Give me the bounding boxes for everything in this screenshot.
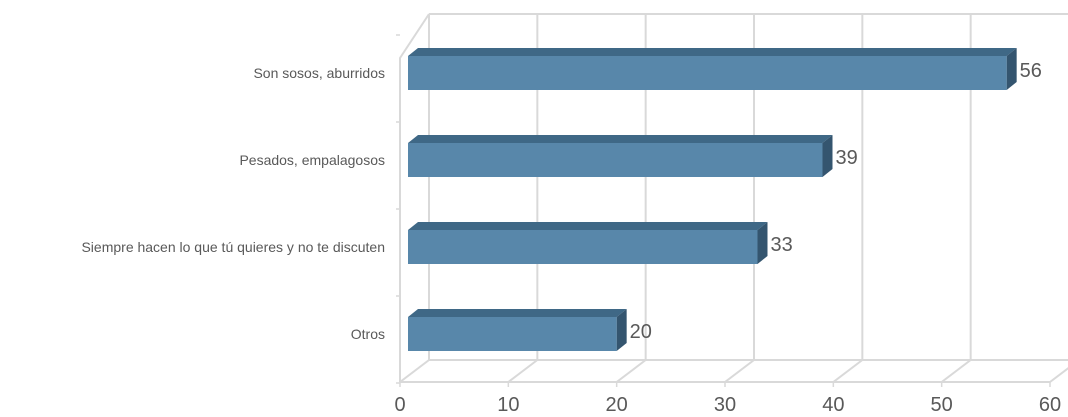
bar — [408, 56, 1007, 90]
floor-gridline — [399, 359, 430, 383]
bar-side-face — [1006, 48, 1017, 90]
bar — [408, 230, 758, 264]
category-label: Otros — [351, 326, 385, 342]
data-label: 20 — [630, 321, 652, 343]
bar-side-face — [757, 222, 768, 264]
floor-gridline — [941, 359, 972, 383]
bar-side-face — [822, 135, 833, 177]
floor-gridline — [616, 359, 647, 383]
category-label: Siempre hacen lo que tú quieres y no te … — [81, 239, 385, 255]
x-tick-label: 40 — [822, 394, 844, 412]
bar-top-face — [408, 222, 768, 230]
left-wall — [399, 13, 430, 382]
x-tick-label: 10 — [497, 394, 519, 412]
x-tick-label: 30 — [714, 394, 736, 412]
data-label: 33 — [771, 234, 793, 256]
bar-top-face — [408, 309, 627, 317]
floor-gridline — [507, 359, 538, 383]
bar — [408, 143, 823, 177]
label-layer: 0 10 20 30 40 50 60 56 Son sosos, aburridos 39 Pes… — [81, 60, 1061, 416]
bar-side-face — [616, 309, 627, 351]
x-tick-label: 20 — [606, 394, 628, 412]
x-tick-label: 60 — [1039, 394, 1061, 412]
x-tick-label: 0 — [394, 394, 405, 412]
floor-gridline — [724, 359, 755, 383]
bar-top-face — [408, 135, 833, 143]
bar-layer — [408, 48, 1017, 351]
x-tick-label: 50 — [931, 394, 953, 412]
bar-top-face — [408, 48, 1017, 56]
floor-gridline — [832, 359, 863, 383]
bar — [408, 317, 617, 351]
floor-gridline — [1049, 367, 1068, 383]
data-label: 56 — [1020, 60, 1042, 82]
data-label: 39 — [836, 147, 858, 169]
category-label: Pesados, empalagosos — [239, 152, 385, 168]
category-label: Son sosos, aburridos — [253, 65, 385, 81]
